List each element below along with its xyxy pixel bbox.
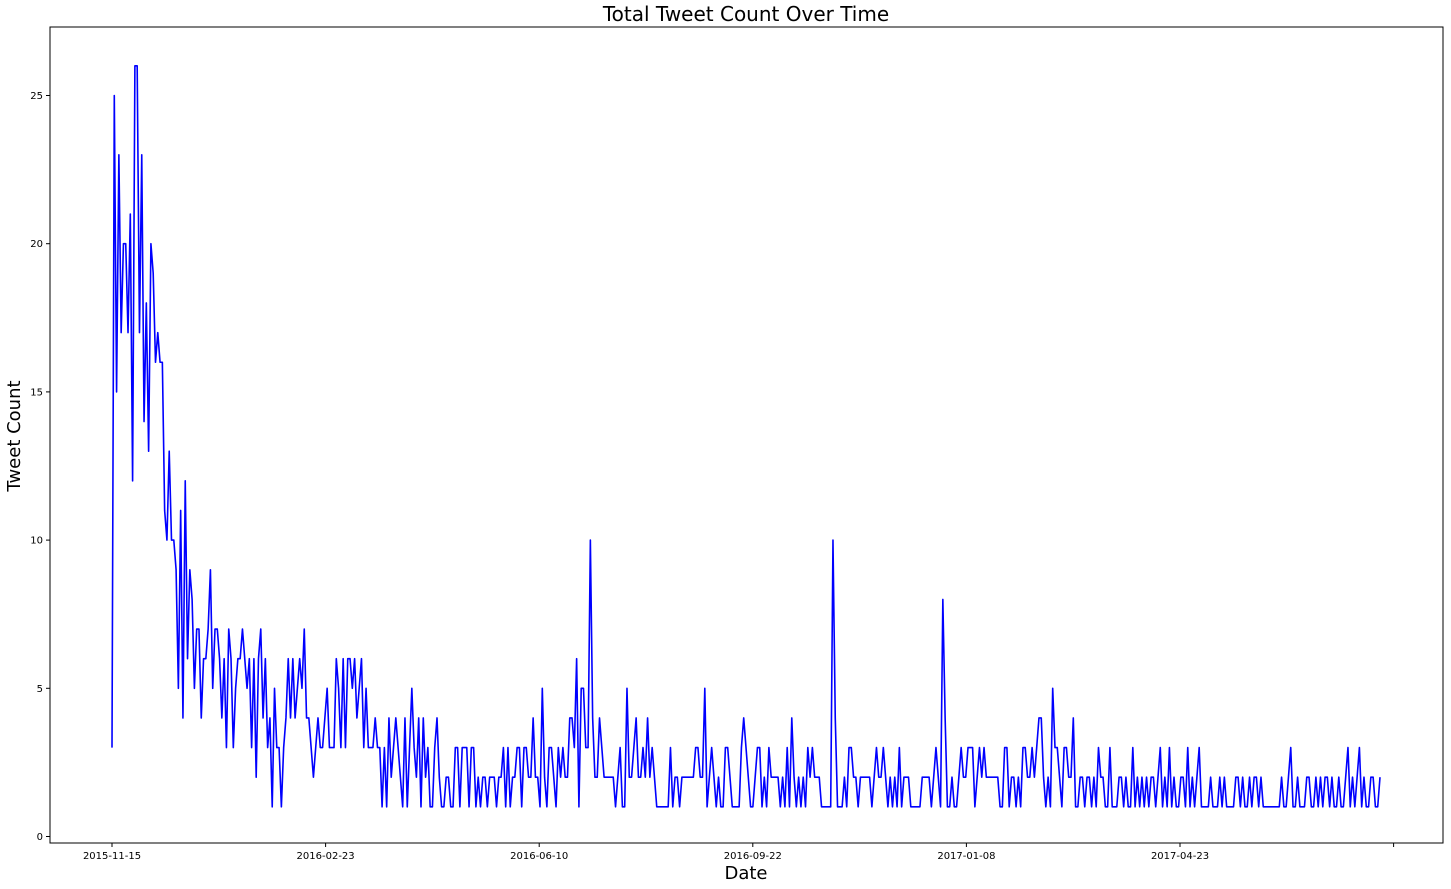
x-axis-ticks: 2015-11-15 2016-02-23 2016-06-10 2016-09-22… (83, 843, 1395, 862)
x-tick-label: 2017-04-23 (1151, 851, 1209, 862)
y-axis-ticks: 0 5 10 15 20 25 (30, 91, 50, 843)
x-tick-label: 2016-06-10 (510, 851, 568, 862)
x-tick-label: 2017-01-08 (937, 851, 995, 862)
y-tick-label: 25 (30, 91, 43, 102)
y-tick-label: 5 (37, 684, 43, 695)
x-tick-label: 2016-02-23 (297, 851, 355, 862)
y-tick-label: 15 (30, 387, 43, 398)
series-layer (111, 65, 1381, 808)
plot-area-frame (49, 26, 1444, 844)
y-tick-label: 10 (30, 536, 43, 547)
y-tick-label: 20 (30, 239, 43, 250)
x-tick-label: 2015-11-15 (83, 851, 141, 862)
x-axis-label: Date (724, 863, 767, 884)
series-line-tweet-count (111, 65, 1381, 808)
y-tick-label: 0 (37, 832, 43, 843)
chart-title: Total Tweet Count Over Time (602, 2, 889, 26)
x-tick-label: 2016-09-22 (724, 851, 782, 862)
y-axis-label: Tweet Count (4, 380, 25, 492)
